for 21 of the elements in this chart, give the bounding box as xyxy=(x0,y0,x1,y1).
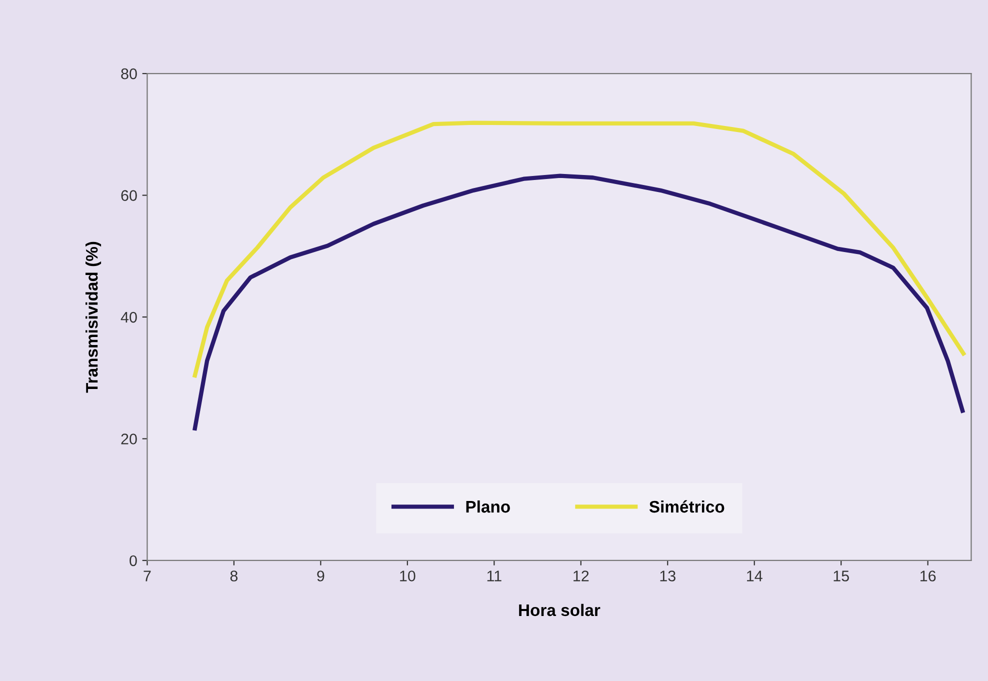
y-tick-label: 60 xyxy=(121,190,137,201)
x-tick-label: 14 xyxy=(747,570,762,582)
x-tick-label: 16 xyxy=(920,570,936,582)
legend-label: Plano xyxy=(466,500,510,513)
x-tick-label: 9 xyxy=(317,570,324,582)
y-tick-label: 80 xyxy=(121,68,137,80)
x-tick-label: 12 xyxy=(574,570,589,582)
y-tick-label: 40 xyxy=(120,312,137,323)
line-series xyxy=(192,120,966,378)
x-tick-label: 8 xyxy=(230,570,238,582)
y-axis-title: Transmisividad (%) xyxy=(86,242,102,393)
x-axis-title: Hora solar xyxy=(519,604,600,616)
x-tick-label: 13 xyxy=(660,570,676,582)
x-tick-label: 15 xyxy=(834,570,849,582)
x-tick-label: 10 xyxy=(400,570,416,582)
line-series xyxy=(192,174,965,430)
x-tick-label: 7 xyxy=(144,570,151,582)
y-tick-label: 0 xyxy=(130,555,137,566)
x-tick-label: 11 xyxy=(487,570,502,582)
y-tick-label: 20 xyxy=(121,434,137,444)
legend-label: Simétrico xyxy=(649,500,724,513)
